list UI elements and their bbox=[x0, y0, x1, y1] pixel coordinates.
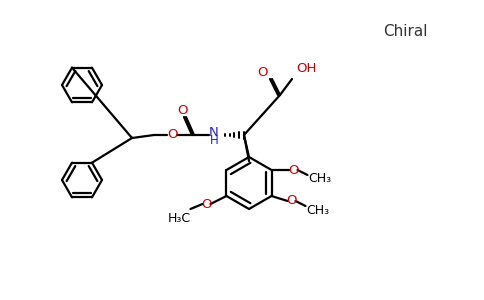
Text: H: H bbox=[210, 134, 218, 148]
Text: CH₃: CH₃ bbox=[308, 172, 331, 184]
Text: H₃C: H₃C bbox=[167, 212, 191, 224]
Text: OH: OH bbox=[296, 62, 316, 76]
Text: CH₃: CH₃ bbox=[306, 205, 329, 218]
Text: N: N bbox=[209, 127, 219, 140]
Text: O: O bbox=[201, 197, 212, 211]
Text: O: O bbox=[178, 103, 188, 116]
Text: Chiral: Chiral bbox=[383, 25, 427, 40]
Text: O: O bbox=[286, 194, 297, 208]
Text: O: O bbox=[258, 67, 268, 80]
Text: O: O bbox=[288, 164, 299, 176]
Text: O: O bbox=[167, 128, 177, 142]
